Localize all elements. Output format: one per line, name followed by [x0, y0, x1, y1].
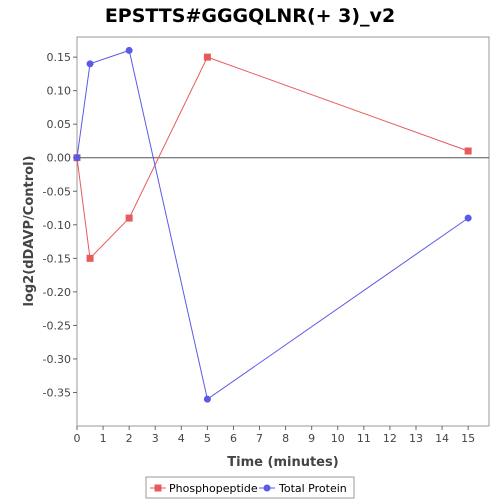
series-layer: [73, 46, 472, 403]
x-axis: 0 1 2 3 4 5 6 7 8 9 10 11 12 13 14 15: [74, 426, 475, 445]
y-tick-label: 0.15: [47, 51, 72, 64]
data-point-total-protein: [203, 395, 211, 403]
x-tick-label: 7: [256, 432, 263, 445]
x-tick-label: 6: [230, 432, 237, 445]
x-axis-label: Time (minutes): [227, 455, 338, 470]
legend-marker-phosphopeptide: [154, 484, 162, 492]
data-point-phosphopeptide: [125, 214, 133, 222]
chart-title: EPSTTS#GGGQLNR(+ 3)_v2: [105, 5, 395, 27]
y-tick-label: -0.35: [43, 386, 71, 399]
y-tick-label: -0.05: [43, 185, 71, 198]
x-tick-label: 9: [308, 432, 315, 445]
y-tick-label: 0.00: [47, 152, 72, 165]
data-point-total-protein: [464, 214, 472, 222]
x-tick-label: 15: [461, 432, 475, 445]
x-tick-label: 12: [383, 432, 397, 445]
y-axis-label: log2(dDAVP/Control): [22, 156, 37, 307]
data-point-total-protein: [125, 46, 133, 54]
legend-label-phosphopeptide: Phosphopeptide: [169, 482, 258, 495]
y-axis: 0.15 0.10 0.05 0.00 -0.05 -0.10 -0.15 -0.20 -0.2…: [43, 51, 77, 399]
x-tick-label: 1: [100, 432, 107, 445]
legend: Phosphopeptide Total Protein: [145, 476, 355, 499]
legend-box: [145, 476, 355, 499]
x-tick-label: 10: [331, 432, 345, 445]
y-tick-label: -0.25: [43, 319, 71, 332]
data-point-total-protein: [86, 60, 94, 68]
data-point-phosphopeptide: [464, 147, 472, 155]
data-point-phosphopeptide: [86, 254, 94, 262]
y-tick-label: 0.05: [47, 118, 72, 131]
y-tick-label: 0.10: [47, 85, 72, 98]
x-tick-label: 0: [74, 432, 81, 445]
x-tick-label: 11: [357, 432, 371, 445]
x-tick-label: 8: [282, 432, 289, 445]
y-tick-label: -0.20: [43, 286, 71, 299]
y-tick-label: -0.15: [43, 252, 71, 265]
legend-marker-total-protein: [263, 484, 271, 492]
y-tick-label: -0.10: [43, 219, 71, 232]
y-tick-label: -0.30: [43, 353, 71, 366]
data-point-total-protein: [73, 154, 81, 162]
legend-label-total-protein: Total Protein: [278, 482, 347, 495]
x-tick-label: 4: [178, 432, 185, 445]
x-tick-label: 13: [409, 432, 423, 445]
x-tick-label: 14: [435, 432, 449, 445]
x-tick-label: 5: [204, 432, 211, 445]
x-tick-label: 2: [126, 432, 133, 445]
data-point-phosphopeptide: [203, 53, 211, 61]
x-tick-label: 3: [152, 432, 159, 445]
plot-area: [76, 36, 490, 427]
